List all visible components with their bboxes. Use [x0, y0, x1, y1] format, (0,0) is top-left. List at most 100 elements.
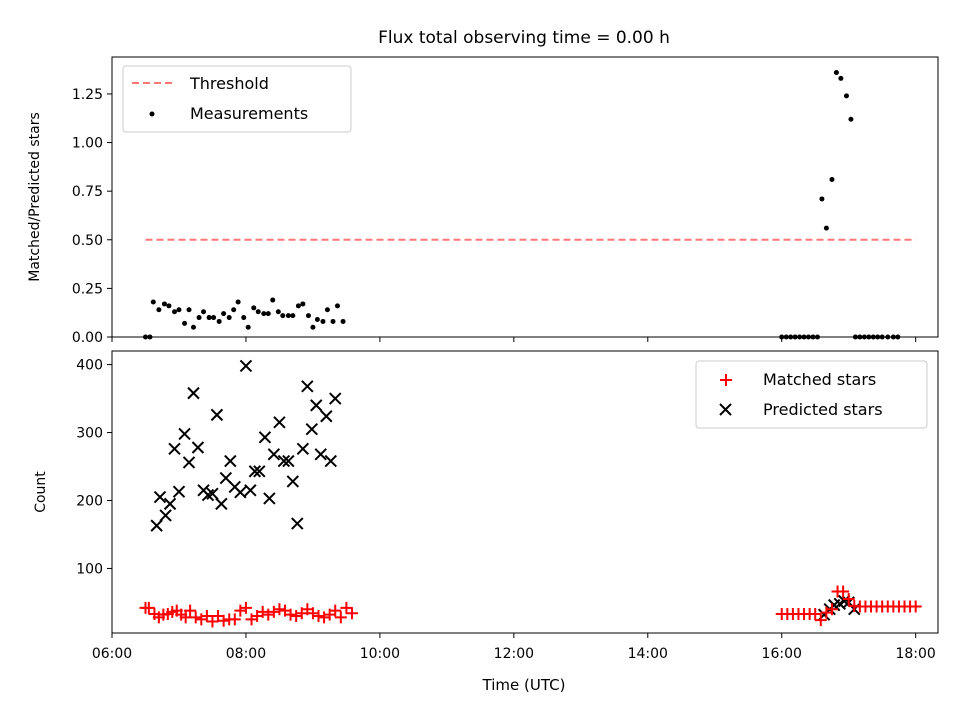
predicted-star-point: [206, 487, 219, 500]
measurement-point: [182, 320, 188, 326]
matched-star-point: [256, 605, 269, 618]
predicted-star-point: [163, 497, 177, 511]
x-tick-label: 12:00: [494, 646, 534, 662]
x-tick-label: 06:00: [92, 646, 132, 662]
matched-star-point: [189, 611, 202, 624]
top-legend-box: [122, 65, 352, 133]
x-tick-label: 14:00: [628, 646, 668, 662]
bottom-y-tick-label: 400: [76, 358, 103, 374]
chart-title: Flux total observing time = 0.00 h: [378, 28, 670, 48]
predicted-star-point: [153, 490, 167, 504]
legend-matched-label: Matched stars: [763, 370, 876, 389]
predicted-star-point: [178, 427, 191, 441]
matched-star-point: [267, 605, 280, 618]
measurement-point: [186, 307, 192, 313]
predicted-star-point: [191, 441, 205, 454]
measurement-point: [324, 307, 330, 313]
measurement-point: [833, 70, 839, 76]
matched-star-point: [290, 610, 303, 623]
predicted-star-point: [305, 422, 319, 436]
predicted-star-point: [224, 454, 237, 468]
top-y-tick-label: 1.25: [72, 87, 103, 103]
predicted-star-point: [215, 497, 228, 511]
measurement-point: [255, 309, 261, 315]
predicted-star-point: [172, 485, 186, 498]
x-tick-label: 16:00: [762, 646, 802, 662]
predicted-star-point: [282, 454, 295, 468]
top-panel: Flux total observing time = 0.00 h Match…: [27, 28, 939, 346]
matched-star-point: [814, 614, 827, 627]
measurement-point: [320, 318, 326, 324]
top-y-tick-label: 0.25: [72, 281, 103, 297]
measurement-point: [196, 315, 202, 321]
top-legend: Threshold Measurements: [122, 65, 352, 133]
predicted-star-point: [291, 517, 304, 530]
measurement-point: [245, 324, 251, 330]
legend-predicted-swatch: [719, 403, 732, 416]
measurement-point: [838, 75, 844, 81]
matched-star-point: [200, 610, 213, 623]
matched-star-point: [842, 593, 855, 606]
top-y-tick-label: 0.75: [72, 184, 103, 200]
predicted-star-point: [301, 380, 314, 393]
measurement-point: [172, 309, 178, 315]
measurement-point: [310, 324, 316, 330]
measurement-point: [334, 303, 340, 309]
matched-star-point: [179, 611, 192, 624]
measurement-point: [235, 299, 241, 305]
predicted-star-point: [277, 454, 291, 468]
top-y-tick-label: 1.00: [72, 136, 103, 152]
measurement-point: [305, 313, 311, 319]
bottom-y-axis-label: Count: [33, 471, 49, 513]
matched-star-point: [909, 600, 922, 613]
bottom-y-tick-label: 100: [76, 561, 103, 577]
top-axis-ticks: 0.00 0.25 0.50 0.75 1.00 1.25: [72, 87, 917, 346]
predicted-star-point: [239, 359, 253, 373]
legend-predicted-label: Predicted stars: [763, 400, 883, 419]
predicted-star-point: [320, 410, 333, 423]
matched-star-point: [273, 603, 286, 616]
measurement-point: [251, 305, 257, 311]
measurement-point: [843, 93, 849, 99]
top-plot-area: [142, 70, 916, 340]
measurement-point: [295, 303, 301, 309]
top-axes-frame: [111, 56, 939, 338]
predicted-star-point: [168, 442, 181, 456]
matched-star-point: [837, 585, 850, 598]
matched-star-point: [340, 601, 353, 614]
predicted-star-point: [201, 488, 215, 502]
measurement-point: [261, 311, 267, 317]
bottom-plot-area: [139, 359, 922, 628]
measurement-point: [176, 307, 182, 313]
matched-star-point: [228, 613, 241, 626]
measurement-point: [221, 311, 227, 317]
measurement-point: [285, 313, 291, 319]
x-tick-label: 18:00: [895, 646, 935, 662]
matched-star-point: [217, 614, 230, 627]
measurement-point: [848, 116, 854, 122]
x-tick-label: 10:00: [360, 646, 400, 662]
measurement-point: [314, 317, 320, 322]
matched-star-point: [825, 603, 838, 616]
predicted-star-point: [187, 386, 200, 400]
measurement-point: [280, 313, 286, 319]
predicted-star-point: [182, 456, 196, 469]
measurement-point: [201, 309, 207, 315]
matched-star-point: [345, 607, 358, 620]
matched-star-point: [306, 607, 319, 620]
legend-threshold-label: Threshold: [189, 74, 269, 93]
predicted-star-point: [244, 484, 257, 497]
predicted-star-point: [159, 509, 172, 522]
bottom-legend: Matched stars Predicted stars: [695, 360, 928, 429]
predicted-star-point: [310, 399, 323, 412]
predicted-star-point: [150, 519, 163, 532]
top-y-tick-label: 0.00: [72, 330, 103, 346]
matched-star-point: [334, 611, 347, 624]
measurement-point: [300, 301, 306, 307]
predicted-star-point: [324, 454, 337, 468]
predicted-star-point: [258, 431, 272, 444]
predicted-star-point: [329, 392, 342, 405]
matched-star-point: [142, 601, 155, 614]
